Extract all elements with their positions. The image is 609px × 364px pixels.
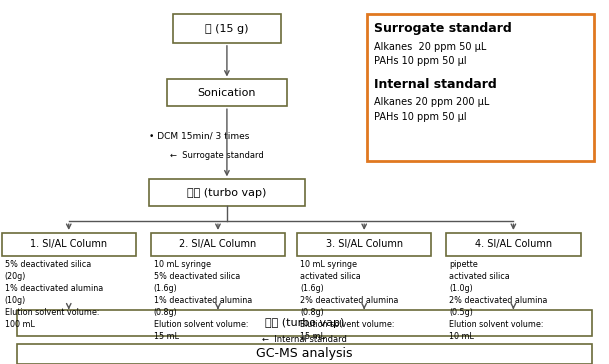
Text: ←  Internal standard: ← Internal standard (262, 335, 347, 344)
Text: • DCM 15min/ 3 times: • DCM 15min/ 3 times (149, 131, 250, 140)
Bar (16, 344, 593, 364)
Text: Alkanes 20 ppm 200 μL: Alkanes 20 ppm 200 μL (375, 97, 490, 107)
Text: Internal standard: Internal standard (375, 78, 497, 91)
Bar (173, 14, 281, 43)
Text: Surrogate standard: Surrogate standard (375, 23, 512, 35)
Text: 굴 (15 g): 굴 (15 g) (205, 24, 248, 33)
Text: ←  Surrogate standard: ← Surrogate standard (170, 151, 264, 160)
Bar (297, 233, 431, 256)
Text: 농축 (turbo vap): 농축 (turbo vap) (265, 318, 344, 328)
Text: PAHs 10 ppm 50 μl: PAHs 10 ppm 50 μl (375, 56, 467, 66)
Text: 2. SI/AL Column: 2. SI/AL Column (179, 240, 256, 249)
Text: Alkanes  20 ppm 50 μL: Alkanes 20 ppm 50 μL (375, 41, 487, 52)
Text: 농축 (turbo vap): 농축 (turbo vap) (187, 188, 267, 198)
Bar (167, 79, 287, 106)
Text: GC-MS analysis: GC-MS analysis (256, 348, 353, 360)
Bar (151, 233, 285, 256)
Bar (446, 233, 580, 256)
Bar (367, 14, 594, 161)
Bar (16, 309, 593, 336)
Text: 5% deactivated silica
(20g)
1% deactivated alumina
(10g)
Elution solvent volume:: 5% deactivated silica (20g) 1% deactivat… (5, 260, 103, 329)
Text: 3. SI/AL Column: 3. SI/AL Column (326, 240, 403, 249)
Text: pipette
activated silica
(1.0g)
2% deactivated alumina
(0.5g)
Elution solvent vo: pipette activated silica (1.0g) 2% deact… (449, 260, 547, 341)
Bar (2, 233, 136, 256)
Text: 10 mL syringe
5% deactivated silica
(1.6g)
1% deactivated alumina
(0.8g)
Elution: 10 mL syringe 5% deactivated silica (1.6… (154, 260, 252, 341)
Text: 10 mL syringe
activated silica
(1.6g)
2% deactivated alumina
(0.8g)
Elution solv: 10 mL syringe activated silica (1.6g) 2%… (300, 260, 398, 341)
Text: 4. SI/AL Column: 4. SI/AL Column (475, 240, 552, 249)
Text: Sonication: Sonication (198, 88, 256, 98)
Bar (149, 179, 304, 206)
Text: 1. SI/AL Column: 1. SI/AL Column (30, 240, 107, 249)
Text: PAHs 10 ppm 50 μl: PAHs 10 ppm 50 μl (375, 112, 467, 122)
